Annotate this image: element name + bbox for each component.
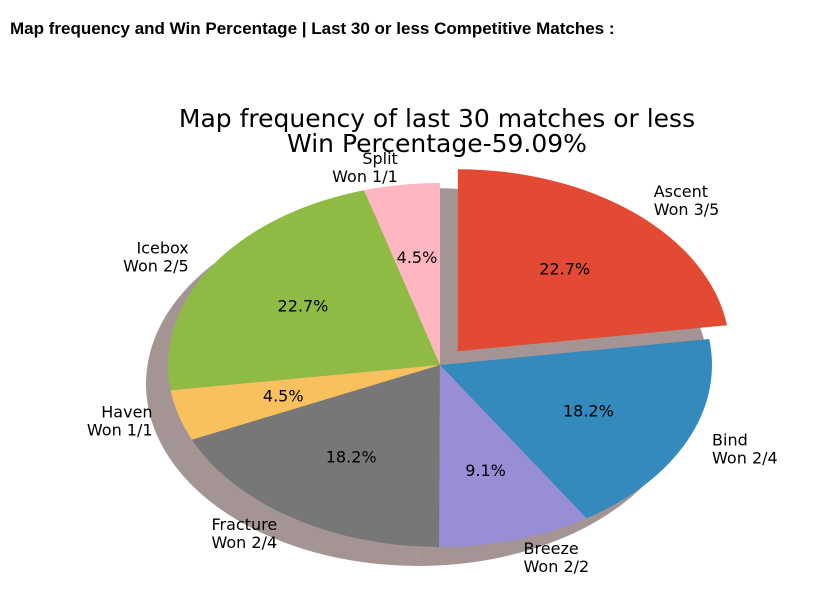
result-label-breeze: Won 2/2: [524, 557, 590, 576]
pie-slices: [167, 169, 728, 547]
pct-label-bind: 18.2%: [563, 401, 614, 420]
pct-label-icebox: 22.7%: [278, 297, 329, 316]
map-label-breeze: Breeze: [524, 539, 579, 558]
pct-label-split: 4.5%: [397, 248, 438, 267]
slice-bind: [440, 339, 712, 519]
slice-fracture: [191, 365, 440, 547]
result-label-bind: Won 2/4: [712, 448, 778, 467]
pct-label-breeze: 9.1%: [465, 461, 506, 480]
chart-subtitle: Win Percentage-59.09%: [287, 129, 587, 158]
page-heading: Map frequency and Win Percentage | Last …: [10, 19, 615, 38]
slice-haven: [170, 365, 440, 440]
result-label-haven: Won 1/1: [87, 421, 153, 440]
slice-ascent: [457, 169, 728, 352]
map-label-ascent: Ascent: [654, 182, 708, 201]
chart-title: Map frequency of last 30 matches or less: [179, 104, 695, 133]
pct-label-haven: 4.5%: [263, 386, 304, 405]
map-label-icebox: Icebox: [136, 238, 188, 257]
result-label-ascent: Won 3/5: [654, 200, 720, 219]
map-label-split: Split: [362, 149, 397, 168]
slice-split: [364, 183, 440, 365]
result-label-split: Won 1/1: [332, 167, 398, 186]
pct-label-ascent: 22.7%: [539, 260, 590, 279]
slice-breeze: [439, 365, 587, 547]
map-label-haven: Haven: [101, 403, 152, 422]
result-label-icebox: Won 2/5: [123, 256, 189, 275]
map-label-bind: Bind: [712, 430, 748, 449]
pct-label-fracture: 18.2%: [326, 448, 377, 467]
slice-icebox: [167, 190, 440, 391]
map-label-fracture: Fracture: [211, 515, 277, 534]
result-label-fracture: Won 2/4: [212, 533, 278, 552]
